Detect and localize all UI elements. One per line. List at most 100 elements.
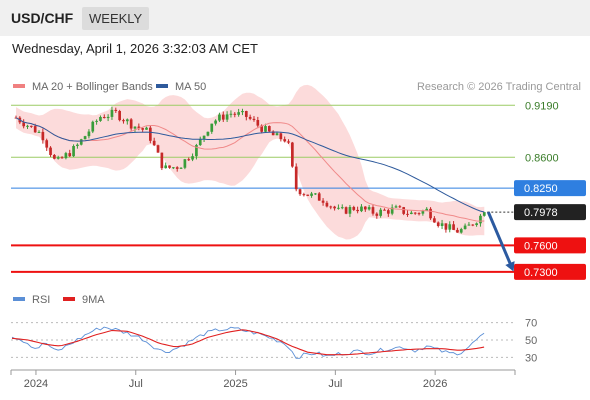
candle	[417, 212, 421, 216]
candle-body	[340, 207, 344, 209]
candle	[76, 143, 79, 149]
candle-body	[287, 141, 290, 143]
candle	[30, 125, 33, 128]
candle	[482, 212, 486, 217]
rsi-panel: 30 50 70	[11, 318, 537, 364]
candle-body	[348, 207, 352, 214]
candle-body	[187, 159, 191, 161]
candle-body	[218, 114, 221, 121]
timestamp: Wednesday, April 1, 2026 3:32:03 AM CET	[12, 41, 258, 56]
candle-body	[156, 145, 160, 153]
candle	[475, 222, 478, 227]
candle	[125, 118, 129, 125]
header-bar: USD/CHF WEEKLY	[0, 0, 590, 36]
candle-body	[225, 114, 229, 120]
candle	[306, 194, 310, 197]
candle-body	[237, 112, 240, 115]
candle	[168, 165, 171, 169]
candle	[137, 123, 141, 131]
candle	[45, 138, 49, 151]
candle	[49, 146, 52, 157]
candle	[467, 222, 471, 226]
candle-body	[129, 119, 133, 129]
candle-body	[482, 212, 486, 216]
candle	[118, 109, 121, 122]
candle-body	[267, 126, 271, 132]
candle-body	[379, 209, 382, 216]
candle-body	[191, 156, 194, 160]
candle	[264, 123, 267, 133]
candle	[314, 193, 317, 195]
candle-body	[452, 224, 455, 230]
candle-body	[383, 209, 386, 211]
level-label-0.9190: 0.9190	[525, 100, 559, 112]
candle	[440, 219, 444, 230]
level-label-0.7300: 0.7300	[524, 267, 558, 279]
candle-body	[72, 146, 75, 157]
candle	[56, 155, 60, 160]
timeframe-button[interactable]: WEEKLY	[82, 7, 150, 30]
candle	[195, 143, 198, 160]
candle-body	[448, 224, 452, 230]
candle	[214, 119, 217, 126]
candle	[244, 110, 248, 121]
candle	[122, 118, 125, 124]
legend-swatch-rsi	[13, 297, 25, 301]
candle	[363, 206, 367, 212]
candle-body	[76, 144, 79, 147]
candle	[333, 205, 336, 211]
candle-body	[279, 133, 283, 140]
candle-body	[68, 153, 72, 157]
candle	[256, 116, 260, 129]
candle	[172, 166, 175, 170]
candle-body	[302, 194, 306, 196]
candle-body	[406, 213, 409, 215]
candle-body	[49, 147, 52, 155]
candle-body	[91, 121, 95, 132]
candle-body	[271, 131, 275, 136]
legend-label-ma50: MA 50	[175, 81, 206, 93]
candle-body	[152, 140, 156, 146]
candle-body	[337, 207, 340, 209]
levels	[11, 104, 515, 273]
candle-body	[41, 131, 45, 141]
candle	[321, 198, 325, 206]
candle	[471, 224, 475, 227]
candle	[83, 135, 87, 140]
candle-body	[22, 122, 26, 127]
candle	[179, 167, 183, 169]
candle-body	[141, 128, 145, 130]
candle-body	[306, 194, 310, 196]
candle	[64, 151, 68, 160]
candle-body	[64, 153, 68, 159]
candle	[248, 114, 252, 121]
candle	[53, 153, 56, 160]
candle	[413, 212, 417, 215]
candle-body	[360, 206, 363, 212]
candle	[225, 111, 229, 123]
candle-body	[160, 152, 164, 169]
candle	[379, 207, 382, 218]
candle-body	[467, 224, 471, 226]
candle	[433, 216, 436, 223]
level-tag-0.7600	[514, 237, 586, 254]
candle	[133, 126, 137, 133]
candle-body	[148, 127, 152, 141]
candle-body	[145, 127, 148, 130]
time-tick-label: 2026	[423, 378, 447, 390]
candle	[287, 139, 290, 144]
candle-body	[229, 113, 233, 115]
candle	[37, 130, 41, 133]
legend-label-9ma: 9MA	[82, 294, 105, 306]
candle-body	[440, 223, 444, 226]
candle	[41, 128, 45, 144]
chart-area: MA 20 + Bollinger Bands MA 50 Research ©…	[10, 81, 586, 390]
candle-body	[195, 145, 198, 157]
candle	[229, 110, 233, 118]
candle-body	[175, 167, 179, 169]
candle	[402, 206, 406, 216]
candle	[317, 192, 321, 201]
candle	[310, 191, 313, 198]
credit-text: Research © 2026 Trading Central	[417, 81, 581, 93]
candle	[198, 136, 202, 147]
